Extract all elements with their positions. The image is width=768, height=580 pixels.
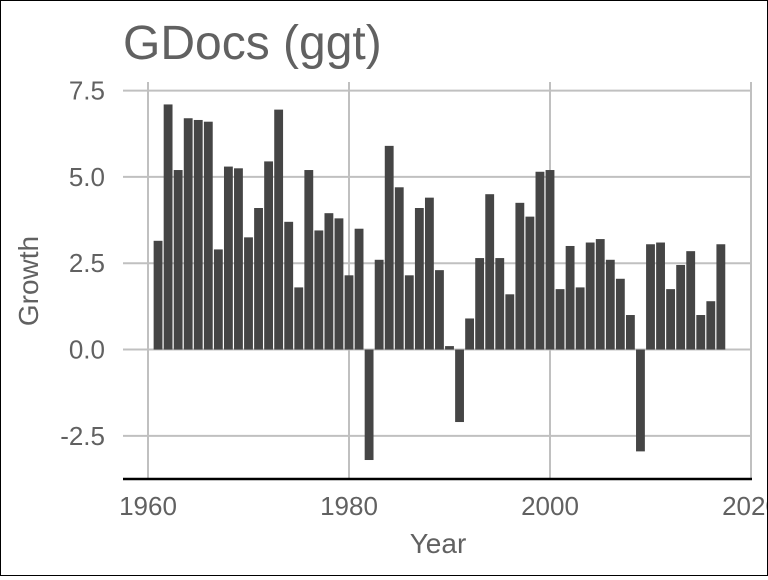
bar-2002 — [565, 245, 575, 350]
bar-2004 — [585, 242, 595, 350]
bar-1995 — [495, 258, 505, 350]
x-tick-label: 1980 — [320, 491, 378, 521]
bar-2009 — [636, 349, 645, 452]
bar-2005 — [595, 239, 605, 350]
bar-2015 — [696, 315, 706, 350]
bar-2007 — [615, 278, 625, 350]
bar-2017 — [716, 244, 726, 350]
bar-1965 — [193, 119, 203, 350]
bar-2001 — [555, 289, 565, 350]
bar-1984 — [384, 145, 394, 350]
bar-2013 — [676, 264, 686, 350]
bar-1981 — [354, 228, 364, 350]
bar-2000 — [545, 170, 555, 350]
y-tick-label: 7.5 — [69, 76, 105, 106]
bars — [153, 104, 726, 461]
bar-1989 — [435, 270, 444, 350]
bar-1973 — [274, 109, 284, 350]
bar-2011 — [656, 242, 665, 350]
bar-1976 — [304, 170, 314, 350]
bar-1968 — [223, 166, 233, 350]
x-tick-label: 1960 — [119, 491, 177, 521]
bar-1980 — [344, 275, 354, 350]
bar-2008 — [625, 315, 635, 350]
bar-1962 — [163, 104, 173, 350]
bar-1975 — [294, 287, 304, 350]
bar-1994 — [485, 194, 495, 350]
x-tick-label: 2000 — [521, 491, 579, 521]
bar-1963 — [173, 170, 183, 350]
bar-1990 — [445, 346, 454, 350]
bar-1986 — [404, 275, 414, 350]
chart-title: GDocs (ggt) — [123, 17, 382, 70]
bar-1999 — [535, 171, 545, 350]
bar-2014 — [686, 251, 696, 350]
bar-1974 — [284, 221, 294, 350]
bar-1966 — [203, 121, 213, 350]
y-tick-label: 0.0 — [69, 335, 105, 365]
x-axis-label: Year — [410, 528, 467, 559]
bar-1997 — [515, 202, 525, 350]
bar-2010 — [646, 244, 655, 350]
y-axis-ticks: -2.5 0.0 2.5 5.0 7.5 — [60, 76, 105, 451]
bar-1961 — [153, 240, 163, 350]
x-tick-label: 2020 — [722, 491, 767, 521]
bar-1998 — [525, 216, 535, 350]
bar-1991 — [455, 349, 464, 423]
bar-1977 — [314, 230, 324, 350]
bar-2003 — [575, 287, 585, 350]
bar-1993 — [475, 258, 485, 350]
bar-1967 — [213, 249, 223, 350]
bar-1972 — [264, 161, 274, 350]
y-tick-label: 5.0 — [69, 162, 105, 192]
bar-2006 — [605, 259, 615, 350]
bar-1979 — [334, 218, 344, 350]
y-tick-label: -2.5 — [60, 421, 105, 451]
bar-1969 — [234, 168, 243, 350]
bar-2016 — [706, 301, 716, 350]
bar-1996 — [505, 294, 515, 350]
x-axis-ticks: 1960 1980 2000 2020 — [119, 491, 768, 521]
bar-1964 — [183, 118, 193, 350]
bar-1985 — [394, 187, 404, 350]
y-tick-label: 2.5 — [69, 248, 105, 278]
bar-1978 — [324, 213, 334, 350]
bar-1987 — [414, 208, 424, 350]
bar-1992 — [465, 318, 475, 350]
bar-1970 — [244, 237, 253, 350]
bar-1983 — [374, 259, 384, 350]
bar-2012 — [666, 289, 676, 350]
bar-1982 — [364, 349, 374, 461]
bar-1971 — [254, 208, 263, 350]
y-axis-label: Growth — [13, 236, 44, 326]
bar-1988 — [424, 197, 434, 350]
